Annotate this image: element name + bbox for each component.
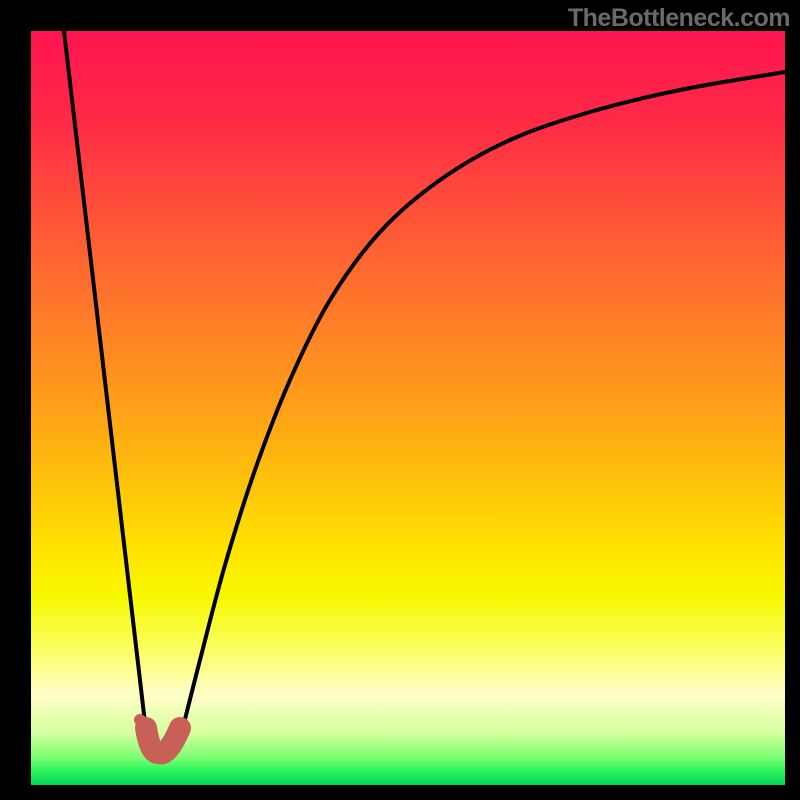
watermark-text: TheBottleneck.com	[568, 4, 790, 33]
chart-container: TheBottleneck.com	[0, 0, 800, 800]
plot-gradient-area	[31, 31, 785, 785]
